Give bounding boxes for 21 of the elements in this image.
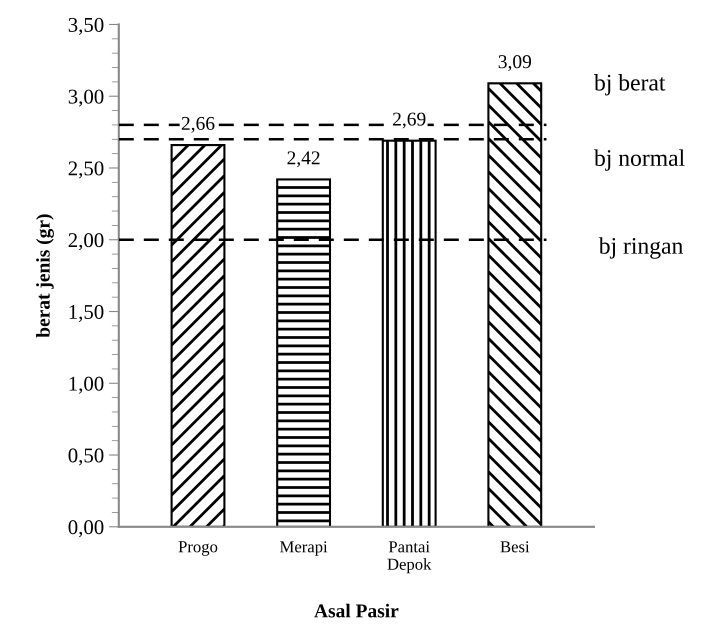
y-axis-title: berat jenis (gr): [36, 214, 54, 338]
y-tick-label: 3,50: [68, 18, 104, 35]
data-label: 3,09: [498, 55, 532, 72]
data-label: 2,69: [393, 112, 426, 128]
y-tick-label: 1,50: [70, 304, 104, 322]
y-tick-label: 0,50: [68, 448, 104, 466]
text: bj normal: [594, 149, 685, 171]
y-tick-label: 0,00: [68, 520, 104, 538]
y-tick-label: 2,00: [68, 233, 104, 250]
y-tick-label: 1,00: [70, 376, 104, 394]
y-tick-label: 2,50: [68, 161, 104, 178]
x-tick-label: Pantai Depok: [387, 541, 432, 574]
data-label: 2,42: [287, 151, 320, 168]
x-tick-label: Progo: [178, 541, 218, 556]
x-tick-label: Merapi: [280, 541, 328, 556]
x-axis-title: Asal Pasir: [314, 604, 398, 618]
y-tick-label: 3,00: [68, 90, 104, 107]
text: bj berat: [594, 74, 666, 96]
x-tick-label: Besi: [500, 541, 530, 552]
text: bj ringan: [598, 237, 683, 259]
data-label: 2,66: [182, 116, 214, 133]
